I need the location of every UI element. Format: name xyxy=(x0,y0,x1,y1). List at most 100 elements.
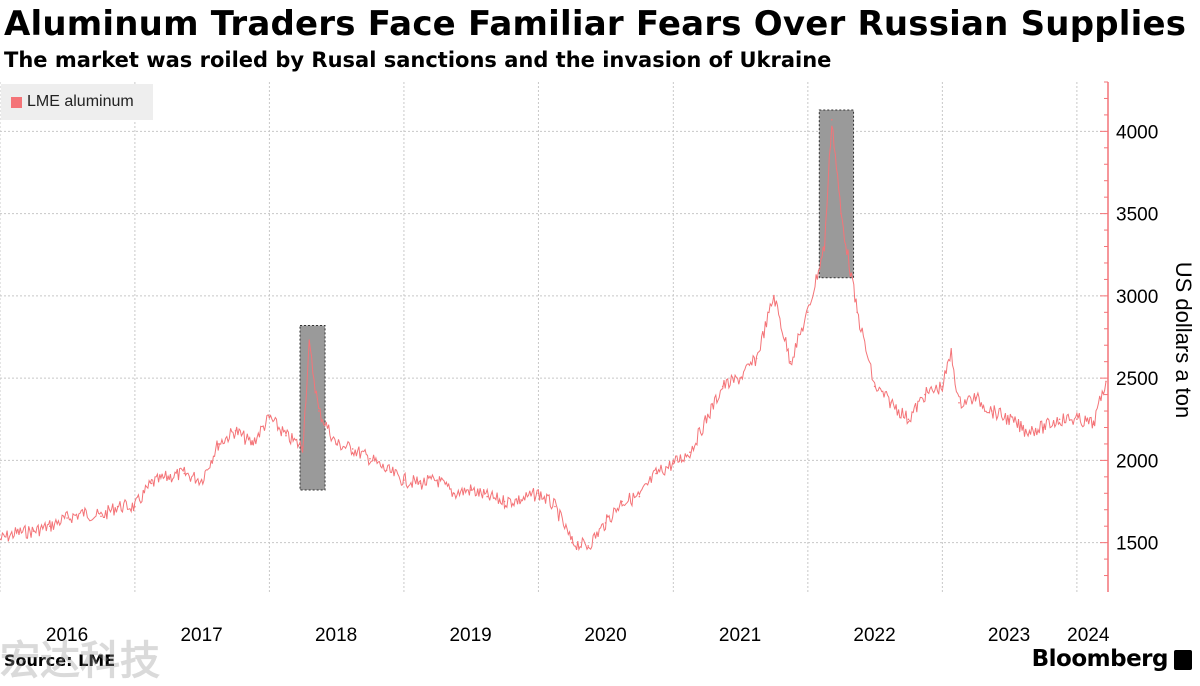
data-point xyxy=(436,479,438,481)
data-point xyxy=(721,385,724,388)
data-point xyxy=(1105,380,1107,383)
series-layer xyxy=(0,119,1107,552)
data-point xyxy=(308,344,311,347)
data-point xyxy=(486,495,489,498)
data-point xyxy=(587,545,589,547)
data-point xyxy=(974,397,977,399)
x-axis: 2016 2017 2018 2019 2020 2021 2022 2023 2024 xyxy=(46,625,1110,646)
data-point xyxy=(369,457,371,460)
data-point xyxy=(351,448,354,450)
data-point xyxy=(419,482,422,485)
data-point xyxy=(167,476,169,478)
series-line-lme-aluminum xyxy=(0,125,1107,552)
data-point xyxy=(571,541,573,544)
data-point xyxy=(537,492,540,495)
data-point xyxy=(755,357,758,360)
data-point xyxy=(604,522,607,524)
data-point xyxy=(856,311,858,314)
x-tick-label: 2020 xyxy=(584,625,626,646)
data-point xyxy=(831,119,833,121)
data-point xyxy=(285,434,287,437)
x-tick-label: 2021 xyxy=(719,625,761,646)
x-tick-label: 2024 xyxy=(1067,625,1110,646)
data-point xyxy=(403,479,405,481)
source-note: Source: LME xyxy=(4,651,116,670)
highlight-layer xyxy=(299,109,855,491)
y-tick-label: 4000 xyxy=(1116,122,1158,143)
data-point xyxy=(823,245,826,248)
legend: LME aluminum xyxy=(1,84,153,120)
data-point xyxy=(941,385,944,388)
x-tick-label: 2022 xyxy=(853,625,895,646)
x-tick-label: 2018 xyxy=(315,625,357,646)
data-point xyxy=(520,499,522,501)
data-point xyxy=(469,489,472,491)
grid-layer xyxy=(0,82,1106,592)
data-point xyxy=(116,505,119,508)
data-point xyxy=(49,525,51,527)
data-point xyxy=(318,410,320,412)
data-point xyxy=(251,443,253,445)
data-point xyxy=(991,410,993,412)
x-tick-label: 2019 xyxy=(449,625,491,646)
chart-title: Aluminum Traders Face Familiar Fears Ove… xyxy=(4,4,1187,44)
data-point xyxy=(739,377,741,379)
y-tick-label: 2000 xyxy=(1116,451,1158,472)
data-point xyxy=(452,492,455,495)
bloomberg-terminal-icon xyxy=(1174,650,1192,670)
legend-swatch xyxy=(11,96,22,108)
y-tick-label: 1500 xyxy=(1116,534,1158,555)
data-point xyxy=(907,418,910,421)
data-point xyxy=(873,385,876,388)
data-point xyxy=(1076,418,1078,421)
y-tick-label: 3000 xyxy=(1116,287,1158,308)
highlight-window xyxy=(299,324,326,491)
legend-label: LME aluminum xyxy=(27,93,134,110)
data-point xyxy=(100,515,102,518)
data-point xyxy=(1008,418,1010,421)
x-tick-label: 2016 xyxy=(46,625,88,646)
data-point xyxy=(789,360,792,363)
data-point xyxy=(958,402,960,404)
data-point xyxy=(689,451,691,454)
data-point xyxy=(66,517,68,519)
y-tick-label: 2500 xyxy=(1116,369,1158,390)
data-point xyxy=(890,402,892,404)
data-point xyxy=(924,393,926,396)
data-point xyxy=(134,505,136,508)
y-axis-label: US dollars a ton xyxy=(1171,262,1196,419)
data-point xyxy=(554,505,556,508)
data-point xyxy=(234,430,237,432)
data-point xyxy=(1092,423,1095,426)
data-point xyxy=(200,479,203,481)
data-point xyxy=(1024,430,1027,432)
data-point xyxy=(840,212,842,215)
data-point xyxy=(950,352,952,355)
data-point xyxy=(655,472,657,475)
data-point xyxy=(301,446,304,449)
data-point xyxy=(807,311,809,314)
data-point xyxy=(183,472,186,475)
y-axis: 1500 2000 2500 3000 3500 4000 xyxy=(1100,81,1158,592)
chart-subtitle: The market was roiled by Rusal sanctions… xyxy=(4,48,832,72)
data-point xyxy=(32,530,35,532)
data-point xyxy=(705,418,708,421)
data-point xyxy=(150,482,153,485)
data-point xyxy=(385,469,388,472)
data-point xyxy=(621,500,623,503)
data-point xyxy=(773,295,775,297)
data-point xyxy=(0,538,1,541)
data-point xyxy=(217,443,219,445)
data-point xyxy=(1042,426,1044,429)
bloomberg-logo: Bloomberg xyxy=(1031,646,1169,672)
data-point xyxy=(672,462,675,465)
x-tick-label: 2017 xyxy=(180,625,222,646)
y-tick-label: 3500 xyxy=(1116,205,1158,226)
data-point xyxy=(638,495,641,498)
data-point xyxy=(503,500,506,503)
data-point xyxy=(15,532,18,534)
data-point xyxy=(335,443,337,445)
data-point xyxy=(1058,418,1061,421)
x-tick-label: 2023 xyxy=(988,625,1030,646)
